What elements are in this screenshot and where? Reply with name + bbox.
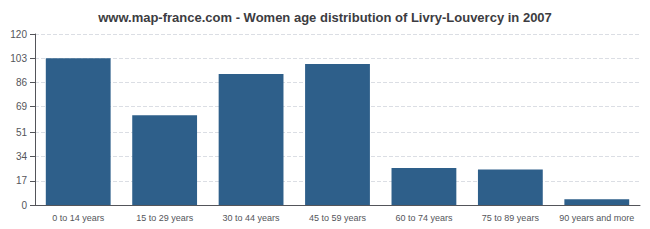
svg-text:www.map-france.com - Women age: www.map-france.com - Women age distribut… <box>97 10 552 25</box>
svg-text:17: 17 <box>16 175 28 186</box>
svg-text:0: 0 <box>21 200 27 211</box>
svg-text:30 to 44 years: 30 to 44 years <box>223 213 281 223</box>
svg-text:15 to 29 years: 15 to 29 years <box>136 213 194 223</box>
svg-text:0 to 14 years: 0 to 14 years <box>52 213 105 223</box>
svg-text:90 years and more: 90 years and more <box>559 213 634 223</box>
svg-text:51: 51 <box>16 127 28 138</box>
svg-text:34: 34 <box>16 151 28 162</box>
svg-text:120: 120 <box>10 29 27 40</box>
svg-text:45 to 59 years: 45 to 59 years <box>309 213 367 223</box>
svg-text:75 to 89 years: 75 to 89 years <box>482 213 540 223</box>
svg-text:103: 103 <box>10 53 27 64</box>
svg-text:86: 86 <box>16 77 28 88</box>
svg-text:69: 69 <box>16 101 28 112</box>
svg-text:60 to 74 years: 60 to 74 years <box>395 213 453 223</box>
